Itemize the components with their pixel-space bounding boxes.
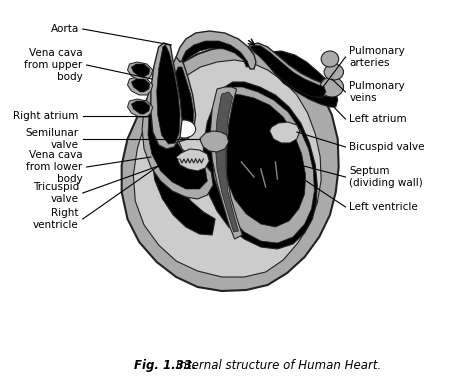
Text: Vena cava
from upper
body: Vena cava from upper body [25,48,83,82]
Text: Right atrium: Right atrium [14,111,79,121]
Ellipse shape [324,64,344,80]
Polygon shape [157,45,180,144]
Polygon shape [212,87,314,243]
Text: Left ventricle: Left ventricle [349,202,418,212]
Text: Bicuspid valve: Bicuspid valve [349,142,425,152]
Polygon shape [164,57,195,142]
Polygon shape [203,82,317,249]
Polygon shape [248,43,329,97]
Polygon shape [176,149,209,171]
Polygon shape [127,99,153,117]
Polygon shape [148,94,207,189]
Polygon shape [250,45,326,97]
Polygon shape [200,131,229,152]
Polygon shape [127,62,153,80]
Text: Tricuspid
valve: Tricuspid valve [33,182,79,204]
Text: Septum
(dividing wall): Septum (dividing wall) [349,166,423,188]
Polygon shape [127,77,153,95]
Ellipse shape [172,120,195,138]
Ellipse shape [320,77,344,97]
Polygon shape [182,41,249,67]
Polygon shape [131,79,150,92]
Polygon shape [134,60,321,277]
Polygon shape [176,31,256,69]
Text: Fig. 1.33.: Fig. 1.33. [135,359,197,372]
Ellipse shape [321,51,339,67]
Text: Vena cava
from lower
body: Vena cava from lower body [26,151,83,183]
Text: Left atrium: Left atrium [349,114,407,124]
Polygon shape [152,109,215,235]
Polygon shape [210,87,242,239]
Polygon shape [131,101,150,114]
Polygon shape [264,51,337,107]
Polygon shape [270,122,300,143]
Polygon shape [122,47,339,291]
Polygon shape [151,43,182,149]
Polygon shape [142,87,213,199]
Text: Internal structure of Human Heart.: Internal structure of Human Heart. [176,359,381,372]
Text: Pulmonary
arteries: Pulmonary arteries [349,46,405,68]
Polygon shape [215,92,238,232]
Text: Aorta: Aorta [51,24,79,34]
Polygon shape [131,64,150,77]
Polygon shape [171,67,194,139]
Text: Pulmonary
veins: Pulmonary veins [349,81,405,103]
Polygon shape [222,94,305,227]
Text: Semilunar
valve: Semilunar valve [25,128,79,150]
Text: Right
ventricle: Right ventricle [33,208,79,230]
